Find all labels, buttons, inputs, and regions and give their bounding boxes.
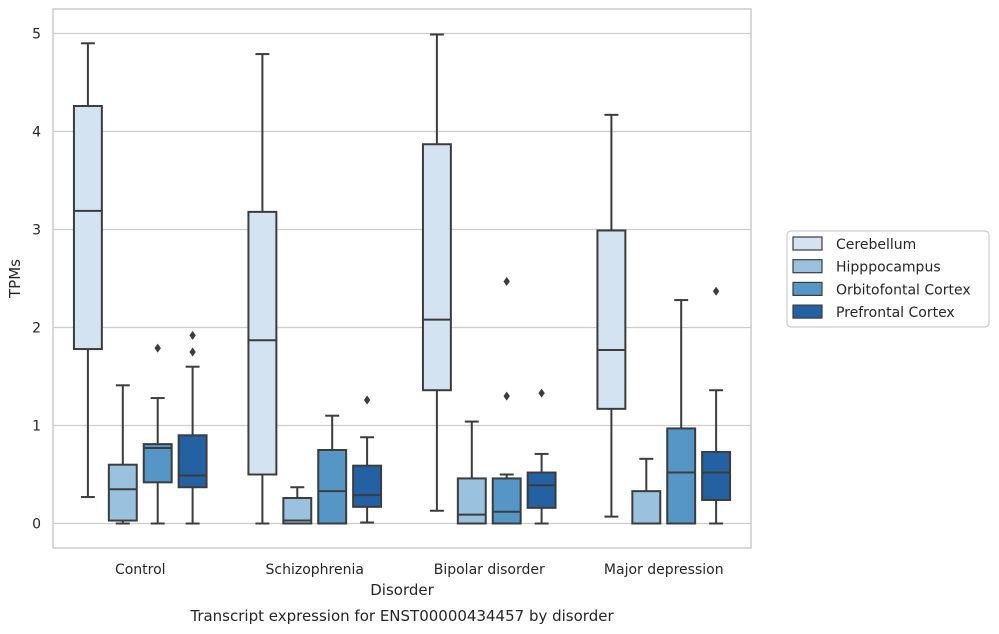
outlier-point <box>503 391 510 401</box>
box-3-1 <box>352 395 383 524</box>
chart-caption: Transcript expression for ENST0000043445… <box>189 607 614 625</box>
box-iqr <box>142 443 173 484</box>
legend-swatch <box>792 259 823 274</box>
y-axis-label: TPMs <box>6 259 24 299</box>
legend-label: Orbitofontal Cortex <box>836 282 971 298</box>
outlier-point <box>363 395 371 405</box>
box-iqr <box>596 229 627 410</box>
box-layer <box>72 33 732 525</box>
outlier-point <box>712 286 720 296</box>
box-iqr <box>631 490 662 525</box>
box-1-3 <box>631 457 662 525</box>
x-tick-labels: Control Schizophrenia Bipolar disorder Majo… <box>115 562 724 578</box>
legend-swatch <box>792 281 823 296</box>
legend-swatch <box>792 236 823 251</box>
y-tick-label: 1 <box>32 419 41 435</box>
x-tick-label: Schizophrenia <box>266 562 364 578</box>
y-tick-label: 2 <box>32 321 41 337</box>
outlier-point <box>189 347 196 357</box>
box-2-3 <box>666 299 697 525</box>
legend-frame <box>786 230 990 328</box>
legend-label: Hipppocampus <box>836 260 941 276</box>
legend-swatch <box>792 304 823 319</box>
outlier-point <box>538 388 545 398</box>
x-tick-label: Bipolar disorder <box>434 562 545 578</box>
box-iqr <box>491 477 522 525</box>
box-2-0 <box>142 343 173 525</box>
box-0-0 <box>72 42 103 499</box>
y-tick-label: 4 <box>32 125 41 141</box>
box-3-0 <box>177 330 208 525</box>
box-iqr <box>456 477 487 525</box>
box-iqr <box>107 463 138 522</box>
box-iqr <box>352 464 383 508</box>
box-iqr <box>526 471 557 509</box>
x-tick-label: Major depression <box>604 562 724 578</box>
box-1-1 <box>282 486 313 525</box>
box-1-0 <box>107 384 138 525</box>
legend-label: Cerebellum <box>836 237 916 253</box>
box-iqr <box>666 427 697 525</box>
box-1-2 <box>456 420 487 525</box>
plot-frame <box>52 8 752 549</box>
legend: Cerebellum Hipppocampus Orbitofontal Corte… <box>786 230 990 328</box>
box-iqr <box>701 450 732 501</box>
box-iqr <box>247 210 278 476</box>
box-0-2 <box>421 33 452 512</box>
box-iqr <box>421 143 452 392</box>
y-tick-label: 3 <box>32 223 41 239</box>
box-iqr <box>282 497 313 525</box>
y-tick-labels: 0 1 2 3 4 5 <box>32 27 41 533</box>
outlier-point <box>189 330 196 340</box>
box-iqr <box>72 105 103 351</box>
box-0-1 <box>247 53 278 525</box>
box-iqr <box>177 434 208 489</box>
y-tick-label: 0 <box>32 517 41 533</box>
box-3-3 <box>701 286 732 525</box>
y-tick-label: 5 <box>32 27 41 43</box>
box-2-2 <box>491 276 522 525</box>
outlier-point <box>154 343 161 353</box>
x-tick-label: Control <box>115 562 166 578</box>
outlier-point <box>503 276 510 286</box>
box-2-1 <box>317 414 348 525</box>
box-iqr <box>317 449 348 525</box>
box-0-3 <box>596 113 627 518</box>
legend-label: Prefrontal Cortex <box>836 305 955 321</box>
box-3-2 <box>526 388 557 525</box>
x-axis-label: Disorder <box>370 581 434 599</box>
